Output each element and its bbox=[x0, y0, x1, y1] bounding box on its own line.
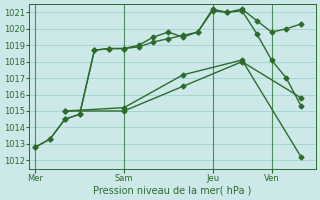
X-axis label: Pression niveau de la mer( hPa ): Pression niveau de la mer( hPa ) bbox=[93, 186, 252, 196]
